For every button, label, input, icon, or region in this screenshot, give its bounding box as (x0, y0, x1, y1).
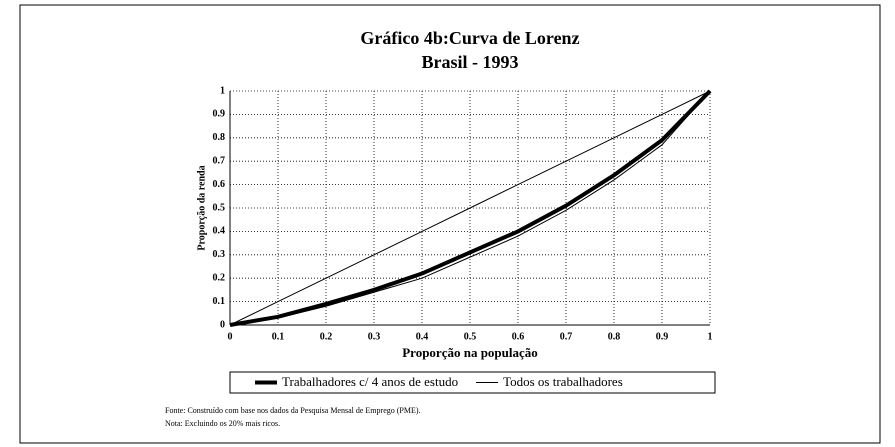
x-tick-label: 0.8 (608, 331, 621, 342)
legend-box (229, 371, 716, 394)
x-tick-label: 0.9 (656, 331, 669, 342)
y-tick-label: 0.3 (213, 249, 226, 260)
y-tick-label: 0.8 (213, 132, 226, 143)
legend-label: Todos os trabalhadores (503, 374, 623, 389)
x-tick-label: 0.5 (464, 331, 477, 342)
x-tick-label: 0.3 (368, 331, 381, 342)
series-line (229, 90, 711, 326)
note: Nota: Excluindo os 20% mais ricos. (165, 419, 280, 428)
x-tick-label: 0.7 (560, 331, 573, 342)
y-tick-label: 0.1 (213, 296, 226, 307)
x-tick-label: 1 (708, 331, 713, 342)
y-tick-label: 0.4 (213, 226, 226, 237)
series-line (229, 89, 712, 327)
y-tick-label: 0 (220, 319, 225, 330)
y-tick-label: 0.5 (213, 202, 226, 213)
legend-label: Trabalhadores c/ 4 anos de estudo (282, 374, 458, 389)
y-tick-label: 0.7 (213, 155, 226, 166)
y-tick-label: 0.9 (213, 109, 226, 120)
x-tick-label: 0.1 (272, 331, 285, 342)
y-tick-label: 0.6 (213, 179, 226, 190)
chart-title: Gráfico 4b:Curva de Lorenz (360, 28, 579, 48)
frame (19, 4, 881, 444)
x-tick-label: 0.6 (512, 331, 525, 342)
x-tick-label: 0 (228, 331, 233, 342)
series-line (229, 90, 711, 326)
chart-subtitle: Brasil - 1993 (422, 52, 519, 72)
y-tick-label: 1 (220, 85, 225, 96)
note: Fonte: Construído com base nos dados da … (165, 406, 421, 415)
x-tick-label: 0.2 (320, 331, 333, 342)
y-axis-label: Proporção da renda (196, 165, 207, 250)
x-tick-label: 0.4 (416, 331, 429, 342)
x-axis-label: Proporção na população (402, 345, 538, 360)
y-tick-label: 0.2 (213, 272, 226, 283)
